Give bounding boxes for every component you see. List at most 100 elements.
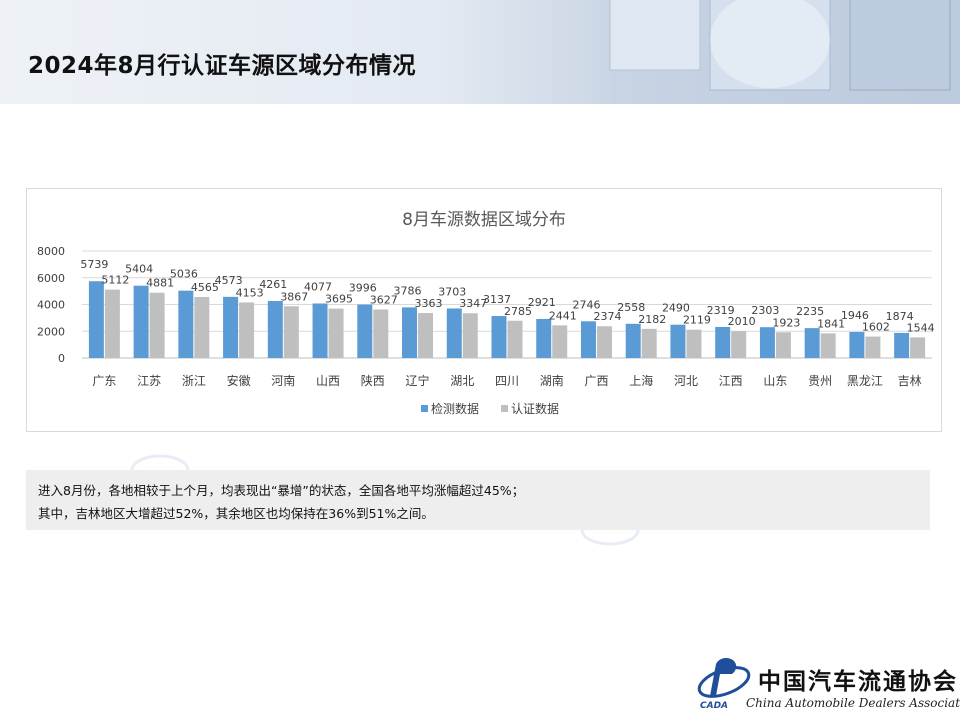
- bar-series-1: [267, 301, 283, 358]
- logo-chinese-name: 中国汽车流通协会: [758, 668, 958, 695]
- bar-series-2: [731, 331, 747, 358]
- bar-series-1: [670, 324, 686, 358]
- x-tick-label: 黑龙江: [847, 374, 883, 388]
- data-label: 1544: [907, 321, 935, 334]
- bar-series-1: [625, 323, 641, 358]
- bar-series-2: [910, 337, 926, 358]
- bar-series-1: [715, 326, 731, 358]
- bar-series-1: [402, 307, 418, 358]
- bar-series-2: [418, 313, 434, 358]
- x-tick-label: 湖北: [450, 373, 474, 388]
- cada-logo: 中国汽车流通协会 CADA China Automobile Dealers A…: [696, 652, 960, 720]
- x-tick-label: 广西: [584, 374, 608, 388]
- data-label: 2319: [707, 304, 735, 317]
- bar-series-2: [328, 308, 344, 358]
- x-tick-label: 上海: [629, 373, 653, 388]
- x-tick-label: 陕西: [361, 373, 385, 388]
- bar-series-2: [820, 333, 836, 358]
- y-tick-label: 0: [58, 352, 65, 365]
- bar-series-2: [194, 296, 210, 358]
- legend-label: 检测数据: [431, 401, 479, 416]
- bar-series-1: [357, 304, 373, 358]
- data-label: 3867: [280, 290, 308, 303]
- data-label: 3627: [370, 293, 398, 306]
- bar-series-1: [894, 332, 910, 358]
- bar-series-2: [239, 302, 255, 358]
- chart-title: 8月车源数据区域分布: [402, 210, 566, 230]
- bar-series-2: [596, 326, 612, 358]
- data-label: 2490: [662, 302, 690, 315]
- data-label: 2441: [549, 309, 577, 322]
- data-label: 2374: [593, 310, 621, 323]
- x-tick-label: 山东: [763, 374, 787, 388]
- bar-series-2: [552, 325, 568, 358]
- cada-emblem-icon: [697, 658, 751, 698]
- bar-series-2: [283, 306, 299, 358]
- data-label: 4573: [215, 274, 243, 287]
- summary-note: 进入8月份，各地相较于上个月，均表现出“暴增”的状态，全国各地平均涨幅超过45%…: [26, 470, 930, 530]
- data-label: 4153: [236, 286, 264, 299]
- bar-series-2: [641, 328, 657, 358]
- legend-swatch: [501, 405, 508, 412]
- globe-cubes-decoration: [600, 0, 960, 104]
- data-label: 1946: [841, 309, 869, 322]
- data-label: 2303: [751, 304, 779, 317]
- data-label: 4261: [259, 278, 287, 291]
- data-label: 4881: [146, 277, 174, 290]
- x-tick-label: 江苏: [137, 374, 161, 388]
- y-tick-label: 2000: [37, 325, 65, 338]
- bar-series-1: [133, 285, 149, 358]
- bar-series-2: [462, 313, 478, 358]
- data-label: 3137: [483, 293, 511, 306]
- data-label: 5739: [80, 258, 108, 271]
- header-banner: 2024年8月行认证车源区域分布情况: [0, 0, 960, 104]
- summary-line-2: 其中，吉林地区大增超过52%，其余地区也均保持在36%到51%之间。: [38, 506, 434, 521]
- data-label: 3996: [349, 282, 377, 295]
- bar-series-2: [149, 292, 165, 358]
- bar-series-1: [491, 316, 507, 358]
- chart-container: 8月车源数据区域分布 0 2000 4000 6000 8000 5739 5112 广东 540…: [26, 188, 942, 432]
- data-label: 1923: [772, 316, 800, 329]
- bar-series-1: [312, 303, 328, 358]
- bar-series-1: [804, 328, 820, 358]
- data-label: 3703: [438, 285, 466, 298]
- y-tick-label: 4000: [37, 299, 65, 312]
- data-label: 5112: [101, 274, 129, 287]
- bar-series-2: [507, 320, 523, 358]
- bar-series-1: [88, 281, 104, 358]
- x-tick-label: 贵州: [808, 374, 832, 388]
- y-tick-label: 6000: [37, 272, 65, 285]
- bar-series-1: [223, 296, 239, 358]
- bar-series-2: [104, 289, 120, 358]
- data-label: 4077: [304, 280, 332, 293]
- data-label: 1874: [886, 310, 914, 323]
- x-tick-label: 山西: [316, 374, 340, 388]
- bar-series-1: [446, 308, 462, 358]
- bar-series-1: [759, 327, 775, 358]
- x-tick-label: 湖南: [540, 373, 564, 388]
- legend-label: 认证数据: [511, 401, 559, 416]
- data-label: 5404: [125, 263, 153, 276]
- data-label: 2119: [683, 314, 711, 327]
- data-label: 2746: [572, 298, 600, 311]
- data-label: 1602: [862, 321, 890, 334]
- y-tick-label: 8000: [37, 245, 65, 258]
- bar-series-1: [580, 321, 596, 358]
- x-tick-label: 安徽: [227, 373, 251, 388]
- bar-series-2: [775, 332, 791, 358]
- bar-series-2: [373, 309, 389, 358]
- data-label: 3347: [459, 297, 487, 310]
- x-tick-label: 河北: [674, 374, 698, 388]
- x-tick-label: 辽宁: [406, 373, 430, 388]
- x-tick-label: 浙江: [182, 374, 206, 388]
- page-title: 2024年8月行认证车源区域分布情况: [28, 53, 417, 79]
- x-tick-label: 江西: [719, 374, 743, 388]
- bar-series-2: [865, 336, 881, 358]
- data-label: 2010: [728, 315, 756, 328]
- x-tick-label: 吉林: [898, 374, 922, 388]
- legend-swatch: [421, 405, 428, 412]
- bar-series-1: [536, 318, 552, 358]
- data-label: 5036: [170, 268, 198, 281]
- bar-series-2: [686, 329, 702, 358]
- data-label: 2182: [638, 313, 666, 326]
